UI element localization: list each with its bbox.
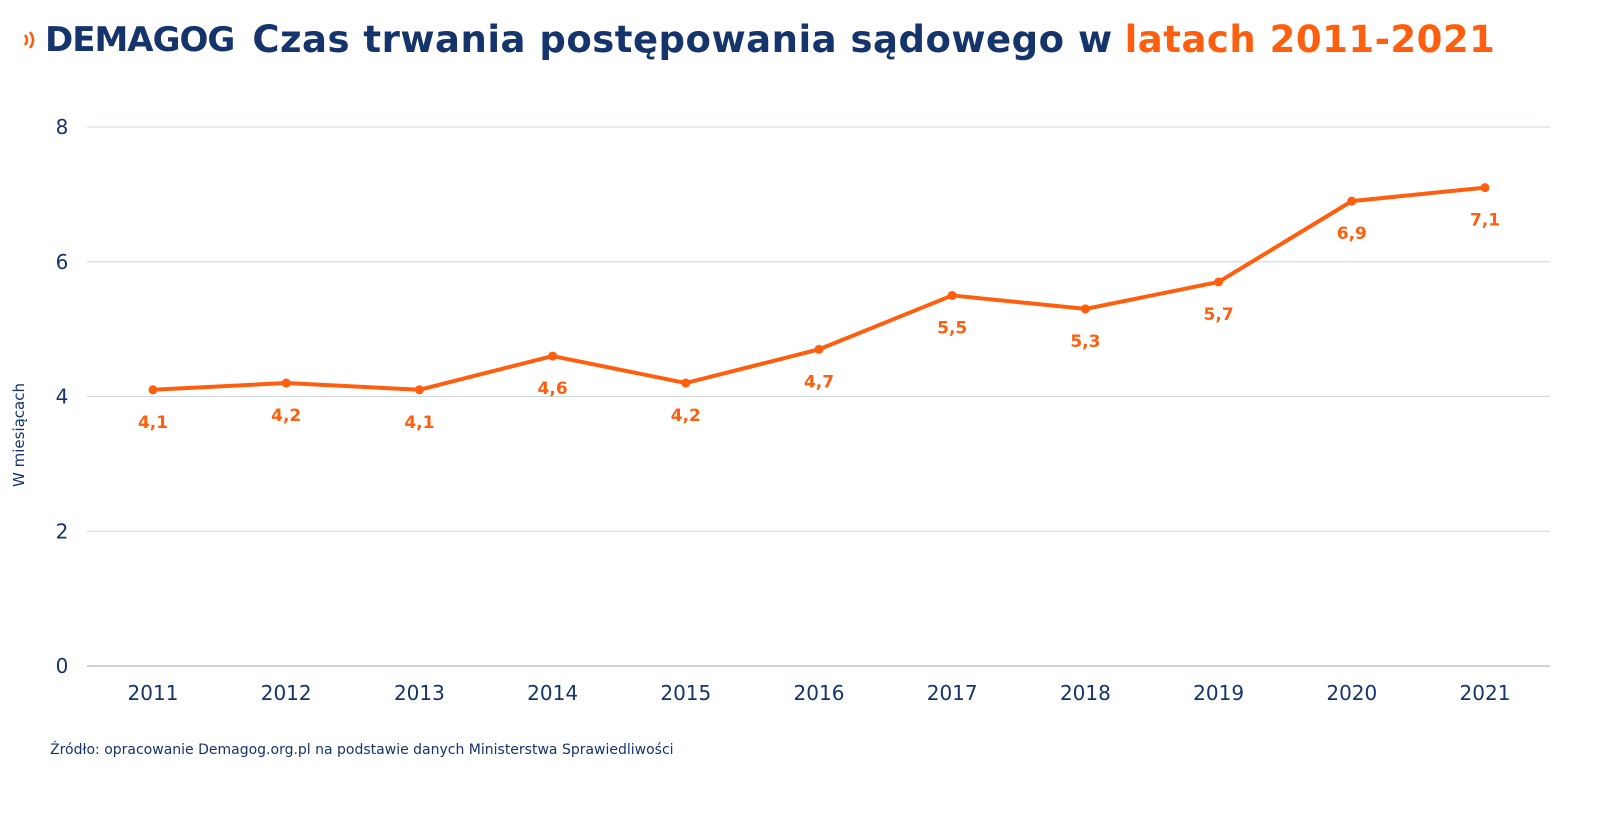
title-highlight: latach 2011-2021 [1124, 18, 1496, 61]
data-point [681, 378, 691, 388]
title-main: Czas trwania postępowania sądowego w [252, 18, 1113, 61]
data-label: 4,1 [138, 413, 168, 433]
x-tick-label: 2021 [1460, 681, 1511, 705]
x-tick-label: 2018 [1060, 681, 1111, 705]
y-tick-label: 2 [56, 519, 69, 543]
chart-title: DEMAGOG Czas trwania postępowania sądowe… [22, 18, 1495, 61]
y-tick-label: 0 [56, 654, 69, 678]
data-point [947, 290, 957, 300]
data-point [814, 344, 824, 354]
data-point [414, 385, 424, 395]
x-tick-label: 2015 [660, 681, 711, 705]
source-note: Źródło: opracowanie Demagog.org.pl na po… [50, 742, 674, 758]
data-point [1480, 183, 1490, 193]
demagog-logo: DEMAGOG [22, 19, 235, 60]
data-label: 4,1 [404, 413, 434, 433]
x-tick-label: 2017 [927, 681, 978, 705]
data-point [281, 378, 291, 388]
data-label: 4,2 [671, 406, 701, 426]
x-tick-label: 2016 [794, 681, 845, 705]
x-tick-label: 2012 [261, 681, 312, 705]
data-point [1214, 277, 1224, 287]
signal-icon [23, 30, 35, 49]
data-label: 6,9 [1337, 224, 1367, 244]
data-point [1080, 304, 1090, 314]
data-point [1347, 196, 1357, 206]
y-axis-label: W miesiącach [10, 383, 28, 487]
data-label: 4,2 [271, 406, 301, 426]
data-label: 5,3 [1070, 332, 1100, 352]
data-point [148, 385, 158, 395]
x-tick-label: 2020 [1326, 681, 1377, 705]
series-line [152, 185, 1486, 392]
y-tick-label: 6 [56, 250, 69, 274]
x-tick-label: 2019 [1193, 681, 1244, 705]
y-tick-label: 8 [56, 115, 69, 139]
x-tick-label: 2014 [527, 681, 578, 705]
data-label: 5,7 [1204, 305, 1234, 325]
logo-text: DEMAGOG [45, 19, 235, 60]
x-tick-label: 2011 [128, 681, 179, 705]
y-tick-label: 4 [56, 385, 69, 409]
data-label: 4,7 [804, 372, 834, 392]
x-tick-label: 2013 [394, 681, 445, 705]
data-label: 7,1 [1470, 211, 1500, 231]
data-label: 4,6 [538, 379, 568, 399]
data-point [548, 351, 558, 361]
data-label: 5,5 [937, 318, 967, 338]
